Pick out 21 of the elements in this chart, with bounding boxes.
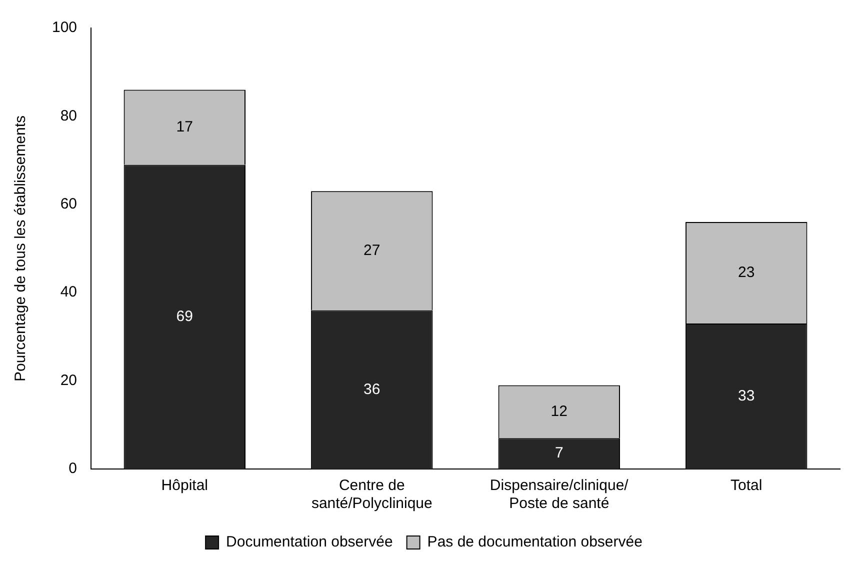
data-label: 12 <box>550 402 568 420</box>
legend-label: Documentation observée <box>226 534 393 551</box>
x-tick-label: Centre de santé/Polyclinique <box>311 477 432 512</box>
x-tick-label: Dispensaire/clinique/ Poste de santé <box>490 477 630 512</box>
y-tick-label: 40 <box>60 284 78 301</box>
data-label: 33 <box>738 387 755 404</box>
data-label: 23 <box>738 264 755 281</box>
data-label: 27 <box>364 242 380 259</box>
y-tick-label: 80 <box>60 107 78 124</box>
x-tick-label: Total <box>730 477 762 494</box>
y-tick-label: 100 <box>52 19 78 36</box>
y-tick-label: 0 <box>68 460 78 478</box>
y-tick-label: 60 <box>60 196 78 213</box>
y-axis-title: Pourcentage de tous les établissements <box>12 116 30 382</box>
data-label: 17 <box>176 118 193 136</box>
data-label: 7 <box>554 444 564 462</box>
data-label: 36 <box>364 380 380 398</box>
legend-label: Pas de documentation observée <box>427 534 642 551</box>
x-tick-label: Hôpital <box>161 477 208 494</box>
data-label: 69 <box>176 308 193 325</box>
y-tick-label: 20 <box>60 372 78 389</box>
